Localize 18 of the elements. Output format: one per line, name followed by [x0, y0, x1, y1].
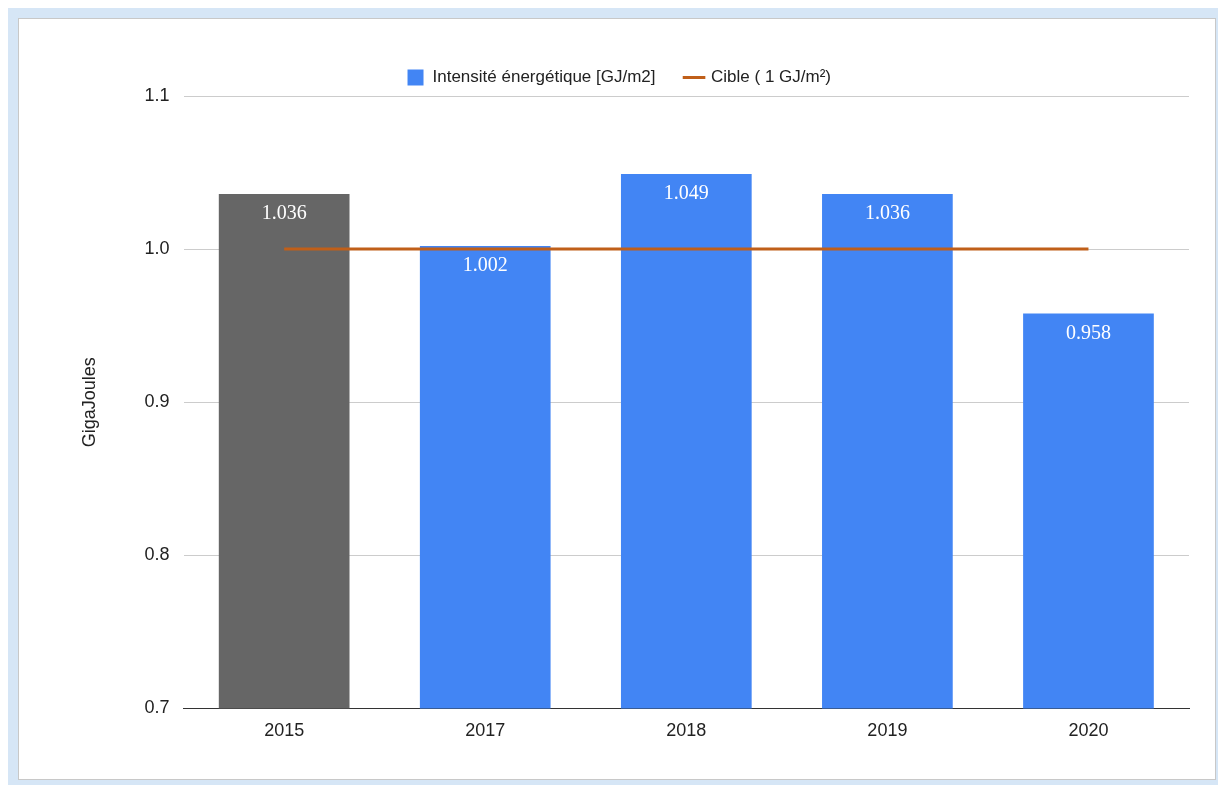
y-tick-label: 0.8 [144, 544, 170, 565]
legend-label: Cible ( 1 GJ/m²) [711, 67, 831, 87]
x-tick-label: 2017 [465, 720, 506, 741]
data-label: 0.958 [1065, 320, 1111, 343]
x-tick-label: 2015 [264, 720, 305, 741]
x-tick-label: 2020 [1068, 720, 1109, 741]
y-tick-label: 0.7 [144, 697, 170, 718]
y-tick-label: 0.9 [144, 391, 170, 412]
y-tick-label: 1.1 [144, 84, 170, 105]
data-label: 1.002 [462, 253, 508, 276]
y-axis-title: GigaJoules [78, 357, 99, 448]
data-label: 1.049 [663, 181, 709, 204]
data-label: 1.036 [261, 201, 307, 224]
x-tick-label: 2018 [666, 720, 707, 741]
x-tick-label: 2019 [867, 720, 908, 741]
y-tick-label: 1.0 [144, 238, 170, 259]
legend-label: Intensité énergétique [GJ/m2] [432, 67, 656, 87]
data-label: 1.036 [864, 201, 910, 224]
